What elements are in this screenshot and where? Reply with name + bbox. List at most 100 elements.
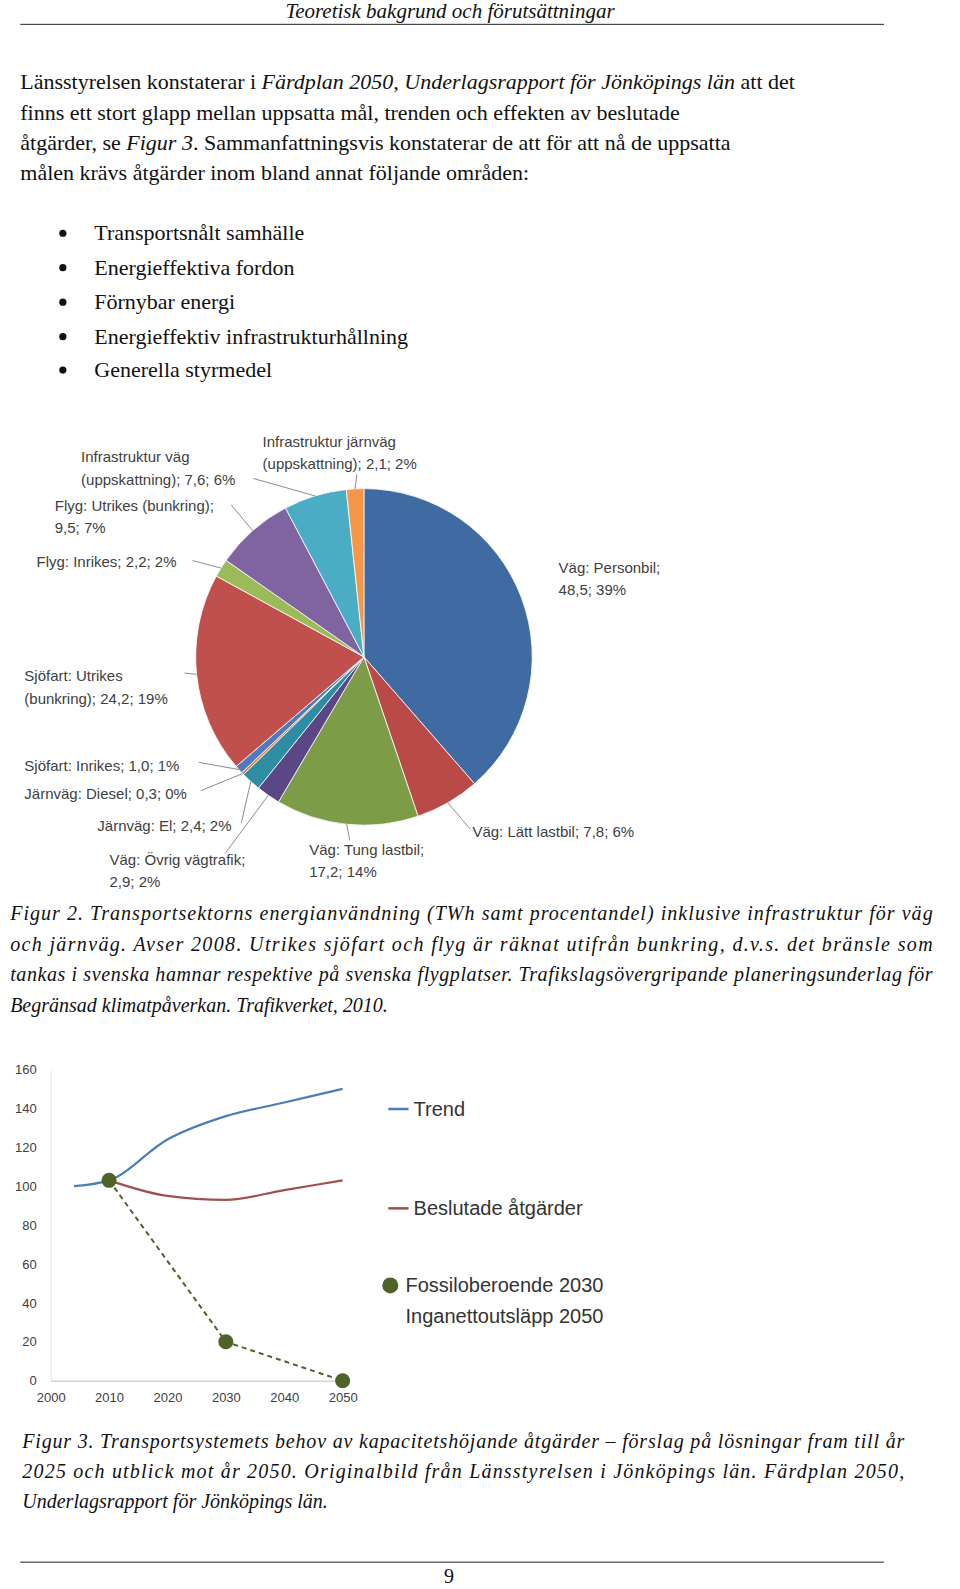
data-label: Flyg: Utrikes (bunkring);9,5; 7% — [55, 497, 214, 536]
data-label: Infrastruktur väg (uppskattning); 7,6; 6% — [81, 448, 235, 487]
legend-item: Trend — [388, 1098, 465, 1120]
page-number: 9 — [444, 1565, 454, 1587]
series-line — [74, 1089, 343, 1186]
y-tick-label: 120 — [15, 1140, 37, 1155]
leader-line — [448, 803, 470, 829]
text-run: målen krävs åtgärder inom bland annat fö… — [20, 160, 529, 185]
bullet-text: Energieffektiv infrastrukturhållning — [94, 324, 408, 349]
caption-line: Figur 2. Transportsektorns energianvändn… — [9, 902, 932, 925]
legend: Trend Beslutade åtgärder Fossiloberoende 2… — [382, 1098, 603, 1327]
data-label: Väg: Personbil;48,5; 39% — [559, 559, 661, 598]
caption-line: 2025 och utblick mot år 2050. Originalbi… — [22, 1460, 904, 1483]
paragraph-line: åtgärder, se Figur 3. Sammanfattningsvis… — [20, 130, 731, 155]
data-label-line: Flyg: Inrikes; 2,2; 2% — [36, 553, 176, 570]
legend-label: Trend — [414, 1098, 466, 1120]
legend-marker — [382, 1277, 398, 1293]
bullet-dot — [59, 367, 66, 374]
y-axis-line — [51, 1070, 52, 1381]
caption-line: Begränsad klimatpåverkan. Trafikverket, … — [10, 994, 388, 1017]
legend-label-line: Inganettoutsläpp 2050 — [405, 1305, 603, 1327]
leader-line — [193, 561, 221, 568]
leader-line — [231, 505, 253, 531]
paragraph-line: målen krävs åtgärder inom bland annat fö… — [20, 160, 529, 185]
legend-line — [388, 1207, 408, 1210]
series-marker — [218, 1334, 233, 1349]
x-axis: 2000 2010 2020 2030 2040 2050 — [37, 1381, 358, 1405]
y-tick: 120 — [15, 1140, 51, 1155]
y-tick-label: 80 — [22, 1218, 36, 1233]
x-tick: 2000 — [37, 1381, 66, 1405]
bullet-dot — [59, 299, 66, 306]
y-tick-label: 40 — [22, 1296, 36, 1311]
data-label-line: 2,9; 2% — [109, 873, 160, 890]
y-tick: 100 — [15, 1179, 51, 1194]
paragraph-line: Länsstyrelsen konstaterar i Färdplan 205… — [20, 69, 795, 94]
y-tick-label: 0 — [29, 1373, 36, 1388]
legend-label: Beslutade åtgärder — [414, 1197, 583, 1219]
x-tick: 2010 — [95, 1381, 124, 1405]
bullet-text: Transportsnålt samhälle — [94, 220, 304, 245]
data-label-line: Flyg: Utrikes (bunkring); — [55, 497, 214, 514]
footer-rule — [20, 1562, 884, 1563]
y-tick: 80 — [22, 1218, 50, 1233]
text-run: åtgärder, se — [20, 130, 126, 155]
x-tick-label: 2020 — [154, 1390, 183, 1405]
y-tick: 160 — [15, 1062, 51, 1077]
data-label-line: Väg: Lätt lastbil; 7,8; 6% — [472, 823, 634, 840]
data-label-line: Järnväg: El; 2,4; 2% — [97, 817, 231, 834]
y-axis: 0 20 40 60 80 100 120 140 160 — [15, 1062, 51, 1388]
series-line — [109, 1180, 343, 1199]
series-marker — [335, 1373, 350, 1388]
data-label-line: (bunkring); 24,2; 19% — [24, 690, 167, 707]
data-label: Väg: Övrig vägtrafik; 2,9; 2% — [109, 851, 245, 890]
y-tick: 40 — [22, 1296, 50, 1311]
data-label: Infrastruktur järnväg(uppskattning); 2,1… — [263, 433, 417, 472]
legend-item: Fossiloberoende 2030Inganettoutsläpp 205… — [382, 1274, 603, 1326]
y-tick: 140 — [15, 1101, 51, 1116]
line-chart: 2000201020202030204020500204060801001201… — [15, 1062, 603, 1405]
y-tick: 20 — [22, 1334, 50, 1349]
leader-line — [199, 762, 239, 769]
leader-line — [184, 673, 196, 674]
leader-line — [347, 824, 350, 840]
x-tick-label: 2050 — [329, 1390, 358, 1405]
bullet-dot — [59, 230, 66, 237]
data-label-line: Infrastruktur järnväg — [263, 433, 396, 450]
data-label: Järnväg: El; 2,4; 2% — [97, 817, 231, 834]
italic-text: Färdplan 2050, Underlagsrapport för Jönk… — [261, 69, 735, 94]
x-tick: 2040 — [270, 1381, 299, 1405]
header-rule — [20, 24, 884, 25]
bullet-dot — [59, 264, 66, 271]
x-tick-label: 2040 — [270, 1390, 299, 1405]
data-label-line: (uppskattning); 7,6; 6% — [81, 471, 235, 488]
caption-line: och järnväg. Avser 2008. Utrikes sjöfart… — [10, 933, 932, 956]
pie-slice — [285, 490, 363, 657]
data-label-line: Sjöfart: Utrikes — [24, 667, 122, 684]
data-label-line: Infrastruktur väg — [81, 448, 189, 465]
data-label: Sjöfart: Inrikes; 1,0; 1% — [24, 757, 179, 774]
running-header: Teoretisk bakgrund och förutsättningar — [285, 0, 615, 23]
caption-line: Underlagsrapport för Jönköpings län. — [22, 1490, 328, 1513]
leader-line — [241, 781, 251, 823]
legend-label: Fossiloberoende 2030Inganettoutsläpp 205… — [405, 1274, 603, 1326]
pie-labels: Väg: Personbil;48,5; 39% Väg: Lätt lastbi… — [24, 433, 660, 890]
paragraph-line: finns ett stort glapp mellan uppsatta må… — [20, 100, 679, 125]
italic-text: Figur 3 — [125, 130, 193, 155]
x-tick-label: 2010 — [95, 1390, 124, 1405]
x-tick-label: 2030 — [212, 1390, 241, 1405]
bullet-text: Generella styrmedel — [94, 357, 272, 382]
data-label-line: Väg: Övrig vägtrafik; — [109, 851, 245, 868]
leader-line — [201, 774, 243, 791]
data-label-line: Väg: Tung lastbil; — [309, 841, 424, 858]
y-tick: 0 — [29, 1373, 50, 1388]
data-label: Flyg: Inrikes; 2,2; 2% — [36, 553, 176, 570]
leader-line — [355, 474, 357, 488]
legend-label-line: Beslutade åtgärder — [414, 1197, 583, 1219]
x-axis-line — [51, 1381, 343, 1382]
text-run: finns ett stort glapp mellan uppsatta må… — [20, 100, 679, 125]
text-run: Länsstyrelsen konstaterar i — [20, 69, 261, 94]
bullet-text: Energieffektiva fordon — [94, 255, 294, 280]
series-marker — [102, 1173, 117, 1188]
y-tick: 60 — [22, 1257, 50, 1272]
data-label: Väg: Tung lastbil;17,2; 14% — [309, 841, 424, 880]
